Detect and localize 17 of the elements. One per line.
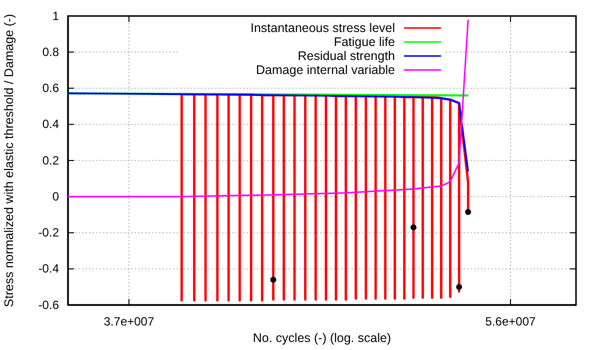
y-tick-label: -0.2 <box>38 226 60 240</box>
legend-label: Damage internal variable <box>256 63 396 77</box>
y-tick-label: 0.2 <box>42 153 60 168</box>
y-axis-title: Stress normalized with elastic threshold / Damage (-) <box>2 14 16 308</box>
y-tick-label: 0.8 <box>42 44 60 59</box>
y-tick-label: 0.4 <box>42 117 60 132</box>
x-tick-label: 5.6e+007 <box>485 314 536 329</box>
y-tick-label: 0 <box>52 189 60 204</box>
y-tick-label: -0.4 <box>38 262 60 276</box>
y-tick-label: 0.6 <box>42 81 60 96</box>
legend-label: Instantaneous stress level <box>250 21 395 35</box>
legend-label: Residual strength <box>298 49 396 63</box>
y-tick-label: 1 <box>52 8 60 23</box>
y-tick-label: -0.6 <box>38 298 60 312</box>
x-tick-label: 3.7e+007 <box>104 314 154 329</box>
x-axis-title: No. cycles (-) (log. scale) <box>252 331 392 345</box>
legend-label: Fatigue life <box>334 35 396 49</box>
